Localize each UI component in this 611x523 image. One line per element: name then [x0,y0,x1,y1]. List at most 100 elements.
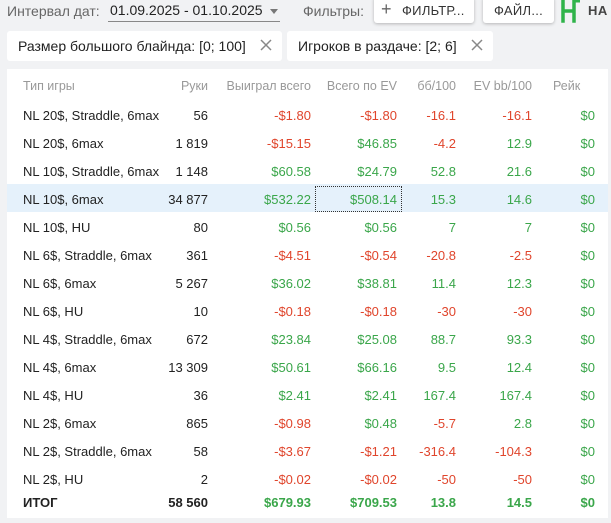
table-row[interactable]: NL 10$, HU 80 $0.56 $0.56 7 7 $0 [7,212,608,240]
won-total-cell: $50.61 [271,360,311,375]
rake-cell: $0 [580,332,595,347]
col-header-ev-bb100[interactable]: EV bb/100 [473,79,532,93]
game-type-cell: NL 6$, HU [23,304,84,319]
game-type-cell: NL 2$, HU [23,472,84,487]
hands-cell: 56 [193,108,208,123]
ev-bb100-cell: -104.3 [495,444,532,459]
rake-cell: $0 [580,388,595,403]
bb100-cell: -5.7 [433,416,456,431]
rake-cell: $0 [580,472,595,487]
filter-chip-label: Игроков в раздаче: [2; 6] [298,38,457,54]
game-type-cell: NL 6$, Straddle, 6max [23,248,152,263]
won-total-cell: -$0.18 [274,304,311,319]
add-filter-button[interactable]: + ФИЛЬТР... [374,0,474,23]
bb100-cell: -316.4 [419,444,456,459]
table-row[interactable]: NL 2$, HU 2 -$0.02 -$0.02 -50 -50 $0 [7,464,608,492]
bb100-cell: -30 [437,304,456,319]
close-icon[interactable] [471,38,483,52]
ev-total-cell: -$1.21 [360,444,397,459]
ev-total-cell: $508.14 [350,192,397,207]
filter-chip-big-blind[interactable]: Размер большого блайнда: [0; 100] [7,31,282,61]
ev-total-cell: $46.85 [357,136,397,151]
col-header-ev-total[interactable]: Всего по EV [326,79,397,93]
ev-total-cell: $38.81 [357,276,397,291]
chevron-down-icon [270,9,278,14]
filter-chip-players[interactable]: Игроков в раздаче: [2; 6] [287,31,493,61]
table-row[interactable]: NL 10$, Straddle, 6max 1 148 $60.58 $24.79 5… [7,156,608,184]
table-row[interactable]: NL 6$, Straddle, 6max 361 -$4.51 -$0.54 -20.… [7,240,608,268]
date-range-value: 01.09.2025 - 01.10.2025 [110,2,263,18]
filter-chip-label: Размер большого блайнда: [0; 100] [18,38,246,54]
hands-cell: 361 [186,248,208,263]
ev-total-cell: -$0.18 [360,304,397,319]
ev-total-cell: $0.48 [364,416,397,431]
ev-total-cell: -$0.02 [360,472,397,487]
table-row[interactable]: NL 4$, Straddle, 6max 672 $23.84 $25.08 88.7… [7,324,608,352]
col-header-hands[interactable]: Руки [180,79,208,93]
close-icon[interactable] [260,38,272,52]
toolbar: Интервал дат: 01.09.2025 - 01.10.2025 Фи… [0,0,611,26]
rake-cell: $0 [580,276,595,291]
ev-bb100-cell: 12.4 [506,360,532,375]
hands-cell: 80 [193,220,208,235]
hands-cell: 672 [186,332,208,347]
game-type-cell: NL 4$, Straddle, 6max [23,332,152,347]
game-type-cell: NL 4$, 6max [23,360,97,375]
ev-total-cell: -$1.80 [360,108,397,123]
col-header-rake[interactable]: Рейк [553,79,581,93]
won-total-cell: -$0.02 [274,472,311,487]
ev-bb100-cell: -2.5 [509,248,532,263]
won-total-cell: $60.58 [271,164,311,179]
table-row[interactable]: NL 10$, 6max 34 877 $532.22 $508.14 15.3 14.6… [7,184,608,212]
col-header-game-type[interactable]: Тип игры [23,79,75,93]
files-button[interactable]: ФАЙЛ... [483,0,554,23]
rake-cell: $0 [580,416,595,431]
bb100-cell: 15.3 [430,192,456,207]
bb100-cell: 52.8 [430,164,456,179]
rake-cell: $0 [580,108,595,123]
game-type-cell: NL 10$, HU [23,220,91,235]
col-header-won-total[interactable]: Выиграл всего [226,79,311,93]
rake-cell: $0 [580,136,595,151]
col-header-bb100[interactable]: бб/100 [417,79,456,93]
hands-cell: 13 309 [168,360,208,375]
table-row[interactable]: NL 6$, HU 10 -$0.18 -$0.18 -30 -30 $0 [7,296,608,324]
game-type-cell: NL 10$, Straddle, 6max [23,164,160,179]
table-row[interactable]: NL 4$, HU 36 $2.41 $2.41 167.4 167.4 $0 [7,380,608,408]
bb100-cell: -4.2 [433,136,456,151]
bb100-cell: 88.7 [430,332,456,347]
ev-total-cell: $24.79 [357,164,397,179]
bb100-cell: 167.4 [423,388,456,403]
won-total-cell: $36.02 [271,276,311,291]
table-row[interactable]: NL 20$, Straddle, 6max 56 -$1.80 -$1.80 -16.… [7,100,608,128]
game-type-cell: NL 4$, HU [23,388,84,403]
won-total-cell: $23.84 [271,332,311,347]
date-range-select[interactable]: 01.09.2025 - 01.10.2025 [108,1,280,22]
ev-total-cell: $2.41 [364,388,397,403]
cell-focus-outline [315,186,402,212]
table-row[interactable]: NL 2$, 6max 865 -$0.98 $0.48 -5.7 2.8 $0 [7,408,608,436]
won-total-cell: -$0.98 [274,416,311,431]
ev-total-cell: $25.08 [357,332,397,347]
won-total-cell: -$4.51 [274,248,311,263]
hands-cell: 1 819 [175,136,208,151]
ev-bb100-cell: -50 [513,472,532,487]
ev-total-cell: $709.53 [350,495,397,510]
table-row[interactable]: NL 20$, 6max 1 819 -$15.15 $46.85 -4.2 12.9 $0 [7,128,608,156]
bb100-cell: 9.5 [437,360,456,375]
ev-bb100-cell: 167.4 [499,388,532,403]
hands-cell: 58 560 [168,495,208,510]
table-header-row: Тип игры Руки Выиграл всего Всего по EV … [7,70,608,98]
app-logo-icon [561,0,580,23]
bb100-cell: -16.1 [426,108,456,123]
ev-bb100-cell: 14.6 [506,192,532,207]
hands-cell: 58 [193,444,208,459]
table-total-row[interactable]: ИТОГ 58 560 $679.93 $709.53 13.8 14.5 $0 [7,487,608,515]
table-row[interactable]: NL 2$, Straddle, 6max 58 -$3.67 -$1.21 -316.… [7,436,608,464]
game-type-cell: NL 6$, 6max [23,276,97,291]
ev-bb100-cell: 14.5 [506,495,532,510]
filters-label: Фильтры: [303,3,364,19]
game-type-cell: ИТОГ [23,495,58,510]
table-row[interactable]: NL 6$, 6max 5 267 $36.02 $38.81 11.4 12.3 $0 [7,268,608,296]
table-row[interactable]: NL 4$, 6max 13 309 $50.61 $66.16 9.5 12.4 $0 [7,352,608,380]
